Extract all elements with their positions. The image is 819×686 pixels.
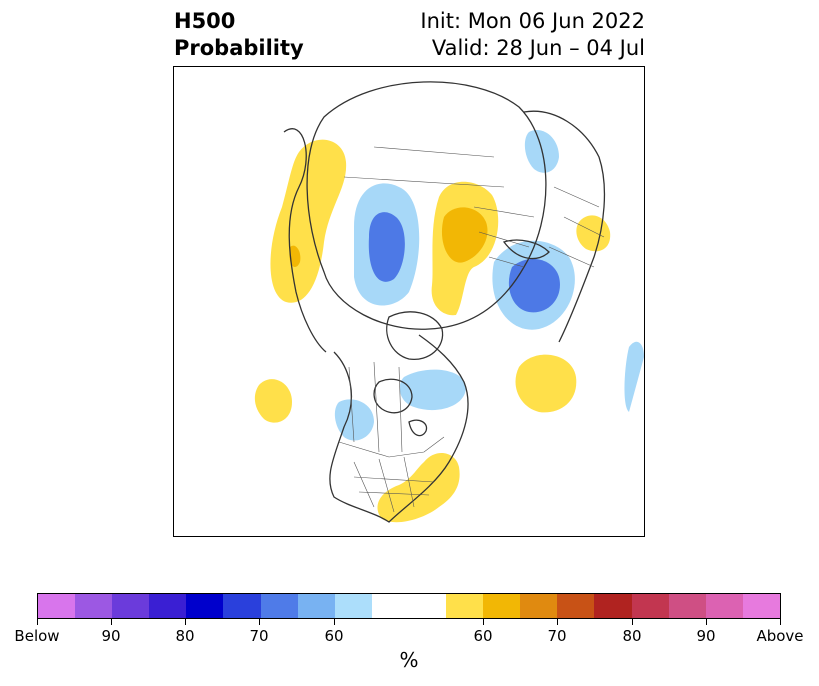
above-area-pacific bbox=[254, 379, 292, 423]
colorbar-tick bbox=[259, 619, 260, 625]
above-core-east-asia bbox=[289, 245, 301, 267]
colorbar-segment bbox=[557, 594, 595, 618]
colorbar-unit-label: % bbox=[399, 648, 419, 672]
colorbar-tick-label: 80 bbox=[622, 627, 642, 645]
above-area-east-asia bbox=[270, 139, 347, 303]
title-variable: H500 bbox=[174, 9, 236, 33]
probability-map bbox=[254, 81, 644, 523]
below-area-greenland bbox=[399, 369, 466, 411]
colorbar-tick-label: Above bbox=[756, 627, 804, 645]
probability-colorbar bbox=[37, 593, 781, 619]
init-date: Init: Mon 06 Jun 2022 bbox=[420, 9, 645, 33]
colorbar-segment bbox=[260, 594, 298, 618]
colorbar-tick bbox=[37, 619, 38, 625]
colorbar-segment bbox=[186, 594, 224, 618]
title-left: H500 Probability bbox=[174, 8, 304, 62]
border-europe bbox=[473, 206, 535, 268]
colorbar-tick bbox=[483, 619, 484, 625]
valid-range: Valid: 28 Jun – 04 Jul bbox=[431, 36, 645, 60]
border-russia bbox=[343, 146, 505, 188]
above-core-scandinavia bbox=[441, 207, 488, 263]
colorbar-segment bbox=[149, 594, 187, 618]
colorbar-segment bbox=[371, 594, 447, 618]
colorbar-tick bbox=[185, 619, 186, 625]
colorbar-segment bbox=[75, 594, 113, 618]
colorbar-tick bbox=[780, 619, 781, 625]
colorbar-segment bbox=[668, 594, 706, 618]
colorbar-segment bbox=[112, 594, 150, 618]
coastline-asia bbox=[283, 128, 327, 353]
border-canada-provinces bbox=[348, 361, 403, 453]
above-area-atlantic bbox=[515, 354, 577, 413]
colorbar-segment bbox=[446, 594, 484, 618]
coastline-mediterranean bbox=[502, 239, 550, 260]
colorbar-segment bbox=[334, 594, 372, 618]
colorbar-tick-label: 90 bbox=[101, 627, 121, 645]
colorbar-tick bbox=[334, 619, 335, 625]
colorbar-tick-label: 70 bbox=[249, 627, 269, 645]
border-asia bbox=[548, 186, 605, 268]
above-area-central-asia bbox=[576, 215, 611, 252]
border-canada-us bbox=[338, 436, 445, 458]
colorbar-segment bbox=[38, 594, 76, 618]
map-panel bbox=[173, 66, 645, 537]
colorbar-segment bbox=[483, 594, 521, 618]
title-right: Init: Mon 06 Jun 2022 Valid: 28 Jun – 04… bbox=[420, 8, 645, 62]
above-normal-areas bbox=[254, 139, 611, 523]
coastline-north-america bbox=[329, 334, 469, 523]
coastline-greenland bbox=[386, 311, 444, 360]
colorbar-tick-label: 70 bbox=[547, 627, 567, 645]
colorbar-tick bbox=[557, 619, 558, 625]
colorbar-tick-label: 90 bbox=[696, 627, 716, 645]
coastline-europe bbox=[523, 110, 606, 343]
colorbar-segment bbox=[742, 594, 780, 618]
below-area-east-edge bbox=[624, 341, 644, 412]
coastline-arctic-ring bbox=[306, 81, 547, 330]
below-core-siberia bbox=[368, 212, 405, 282]
colorbar-tick bbox=[632, 619, 633, 625]
title-product: Probability bbox=[174, 36, 304, 60]
colorbar-tick bbox=[111, 619, 112, 625]
colorbar-tick-label: 80 bbox=[175, 627, 195, 645]
below-normal-areas bbox=[334, 129, 644, 441]
political-borders bbox=[338, 146, 605, 513]
colorbar-tick bbox=[706, 619, 707, 625]
colorbar-segment bbox=[594, 594, 632, 618]
colorbar-segment bbox=[223, 594, 261, 618]
colorbar-segment bbox=[520, 594, 558, 618]
colorbar-tick-label: 60 bbox=[324, 627, 344, 645]
colorbar-segment bbox=[631, 594, 669, 618]
colorbar-tick-label: 60 bbox=[473, 627, 493, 645]
above-area-southeast-us bbox=[377, 452, 460, 523]
colorbar-segment bbox=[297, 594, 335, 618]
colorbar-segment bbox=[705, 594, 743, 618]
coastline-great-lakes bbox=[408, 419, 428, 437]
below-core-europe bbox=[508, 258, 560, 313]
below-area-pacific-nw bbox=[334, 399, 374, 441]
coastlines bbox=[283, 81, 606, 523]
border-us-states bbox=[353, 456, 435, 513]
colorbar-tick-label: Below bbox=[14, 627, 60, 645]
